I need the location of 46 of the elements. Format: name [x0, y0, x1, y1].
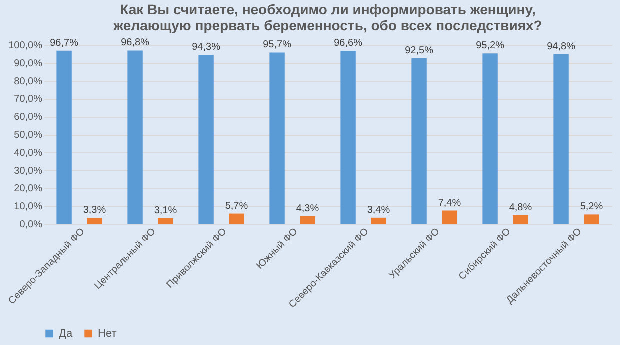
data-label: 3,4% [367, 204, 390, 216]
bar [229, 214, 244, 224]
bar [513, 215, 528, 224]
y-tick-label: 80,0% [14, 76, 43, 88]
y-tick-label: 90,0% [14, 58, 43, 70]
y-tick-label: 0,0% [20, 220, 43, 230]
bar [300, 216, 316, 224]
bar [482, 54, 498, 224]
data-label: 5,7% [225, 200, 248, 212]
data-label: 5,2% [580, 202, 604, 213]
bar [198, 55, 214, 224]
bar [371, 218, 386, 224]
bar [270, 52, 285, 224]
data-label: 94,3% [192, 42, 221, 54]
y-tick-label: 70,0% [14, 94, 43, 106]
legend-label: Да [59, 328, 74, 340]
data-label: 96,8% [121, 38, 150, 49]
legend-label: Нет [98, 328, 117, 340]
data-label: 4,8% [509, 202, 532, 214]
y-tick-label: 100,0% [8, 40, 43, 52]
bar [87, 218, 102, 224]
y-tick-label: 30,0% [14, 166, 43, 177]
chart-title: Как Вы считаете, необходимо ли информировать женщину, желающую прервать беременность, обо всех последствиях? [112, 2, 542, 34]
bar [584, 214, 600, 224]
y-tick-label: 10,0% [14, 202, 43, 213]
data-label: 3,1% [154, 205, 178, 216]
y-tick-label: 20,0% [14, 184, 43, 195]
data-label: 4,3% [296, 203, 320, 214]
data-label: 92,5% [405, 45, 434, 56]
data-label: 96,6% [334, 38, 363, 50]
y-tick-label: 60,0% [14, 112, 43, 124]
bar [128, 50, 143, 224]
data-label: 3,3% [83, 205, 106, 216]
data-label: 95,2% [476, 40, 505, 52]
bar [442, 210, 458, 224]
data-label: 95,7% [263, 40, 292, 51]
y-tick-label: 40,0% [14, 148, 43, 159]
bar [158, 218, 174, 224]
data-label: 7,4% [438, 198, 462, 209]
data-label: 94,8% [547, 41, 576, 52]
bar [56, 50, 72, 224]
bar [340, 51, 356, 224]
bar [554, 54, 569, 224]
bar [412, 58, 427, 224]
data-label: 96,7% [50, 38, 79, 49]
y-tick-label: 50,0% [14, 130, 43, 141]
